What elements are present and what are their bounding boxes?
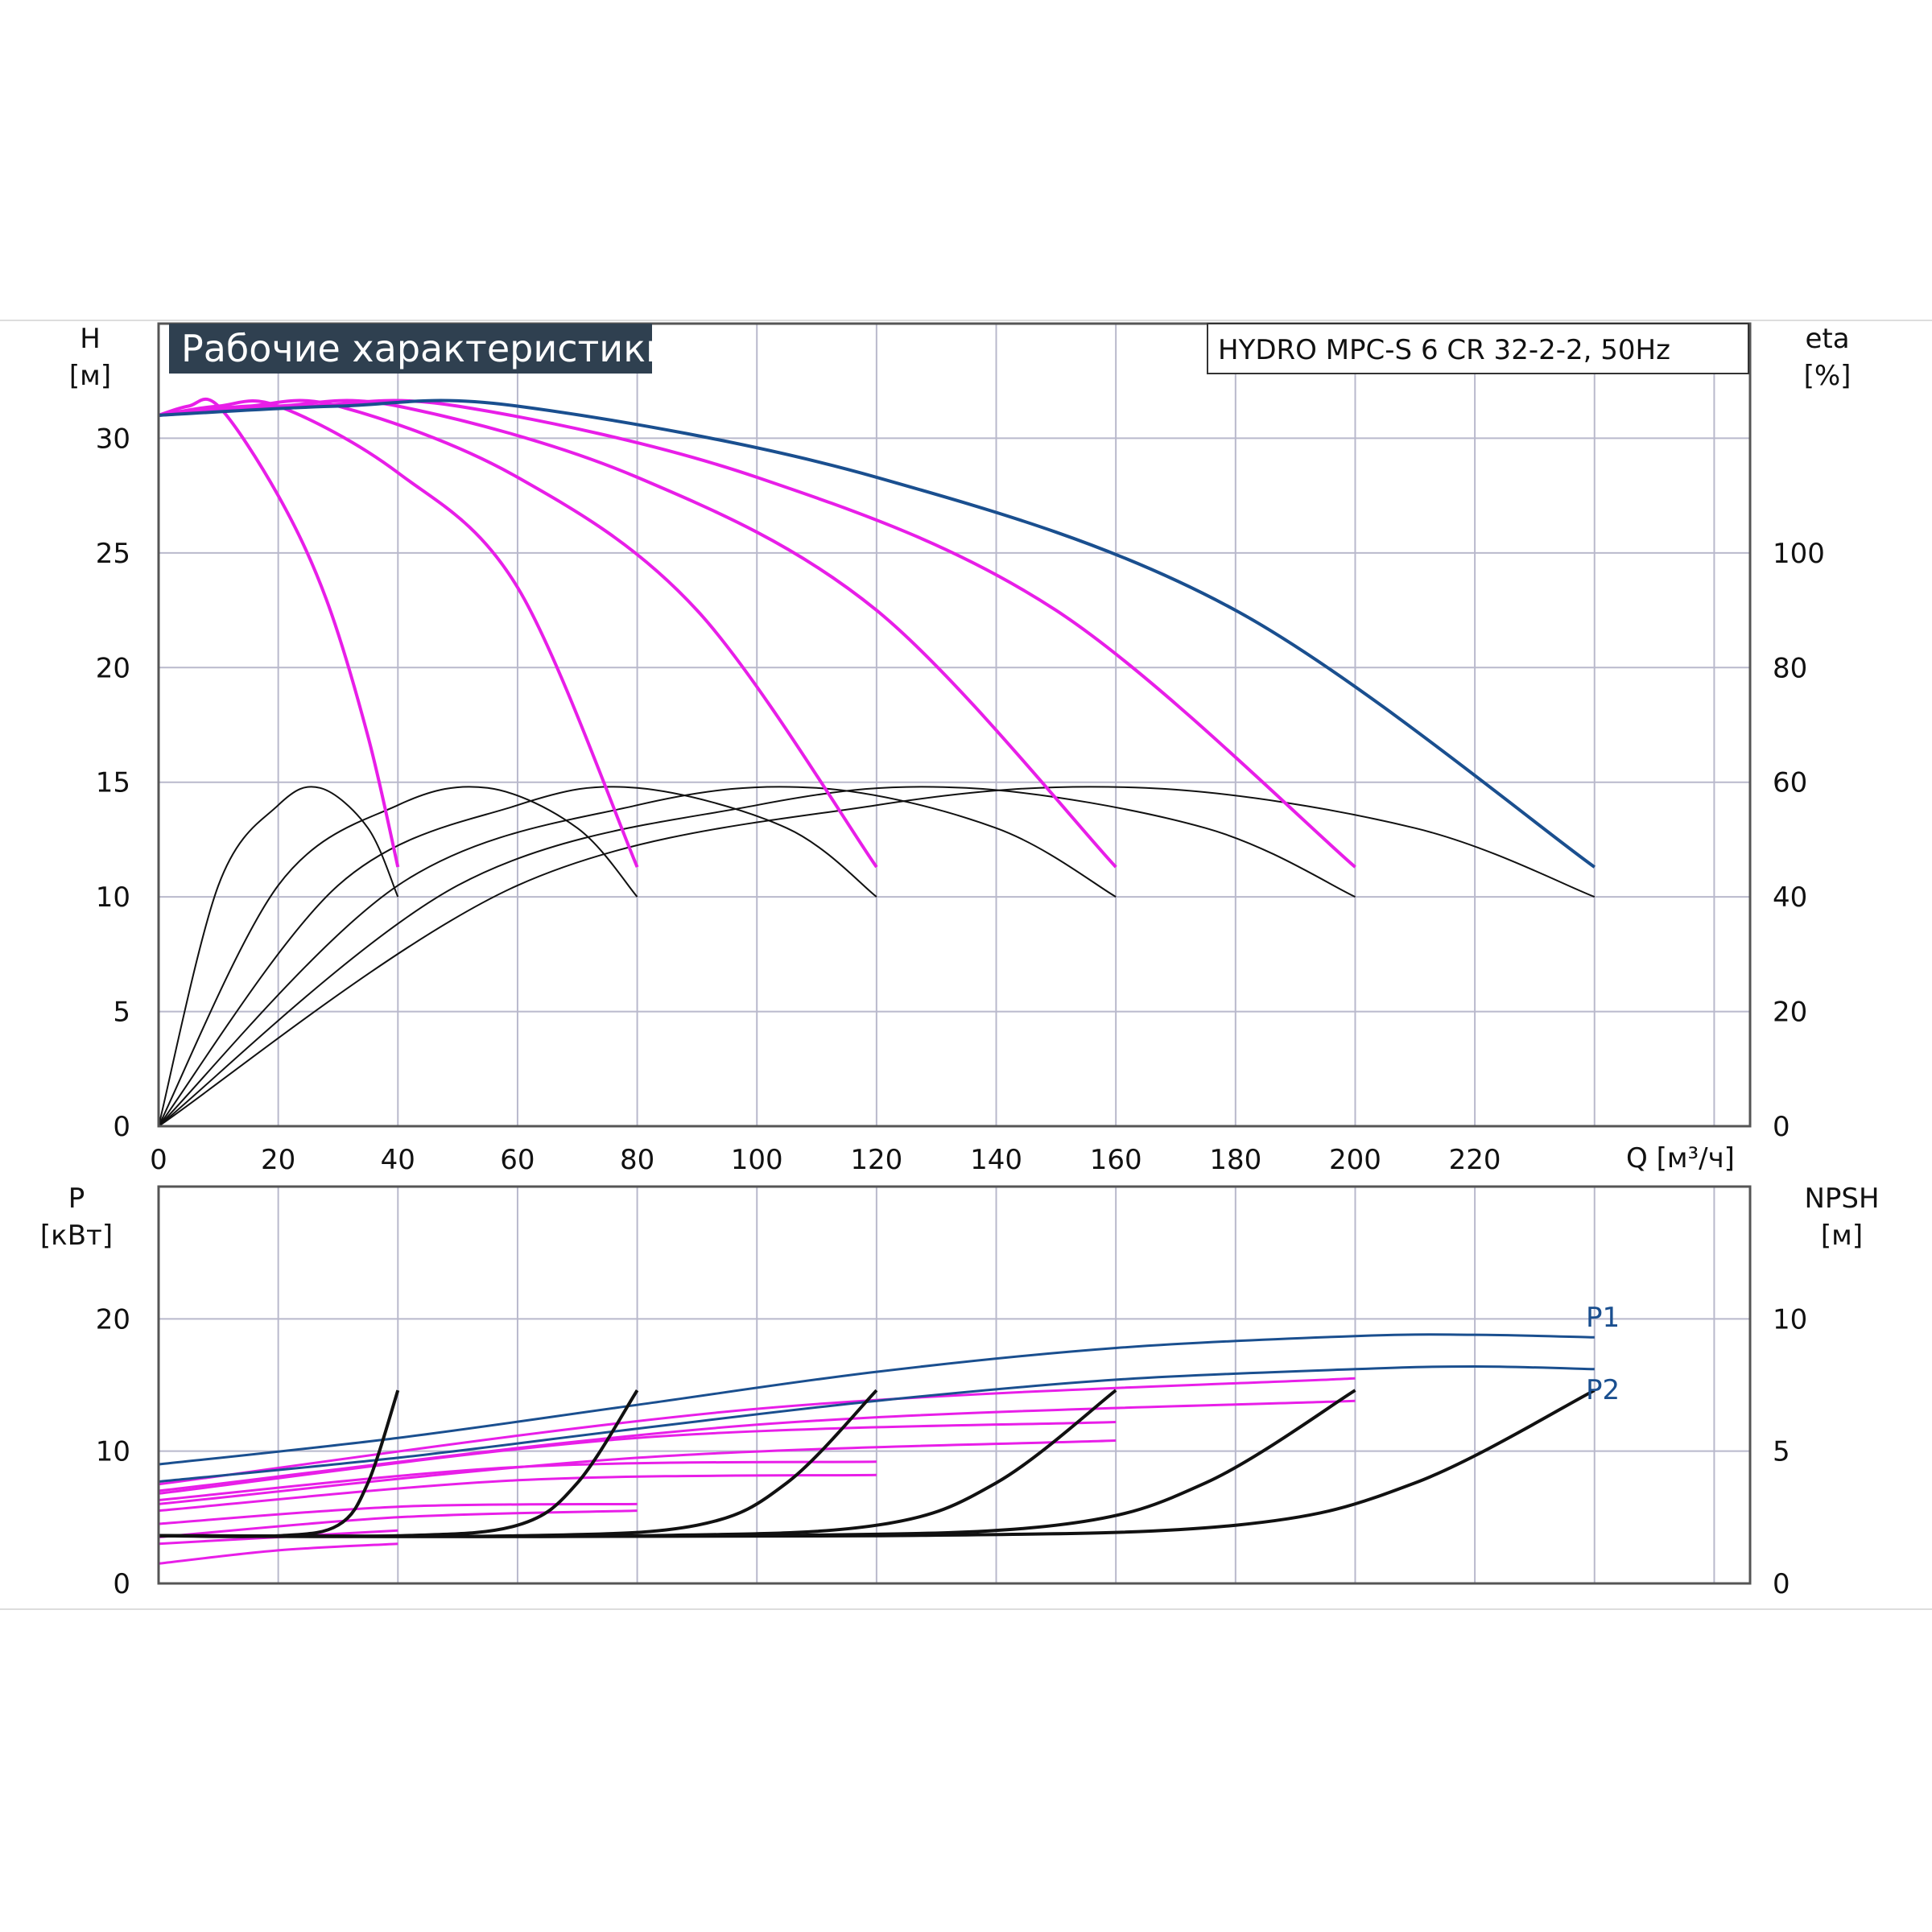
x-tick-label: 160	[1090, 1144, 1142, 1176]
efficiency-curve-5	[158, 786, 1356, 1127]
p1-curve-label: P1	[1586, 1302, 1620, 1334]
x-tick-label: 200	[1329, 1144, 1381, 1176]
x-tick-label: 120	[850, 1144, 902, 1176]
power-curve-p2	[158, 1364, 1595, 1483]
npsh-tick-label: 10	[1773, 1303, 1807, 1335]
efficiency-curve-4	[158, 786, 1117, 1127]
x-tick-label: 20	[261, 1144, 295, 1176]
power-chart-curves	[158, 1333, 1596, 1565]
p2-curve-label: P2	[1586, 1374, 1620, 1406]
flow-axis-label: Q [м³/ч]	[1626, 1142, 1735, 1174]
npsh-axis-unit: [м]	[1821, 1220, 1863, 1252]
x-tick-label: 0	[150, 1144, 167, 1176]
eta-tick-label: 80	[1773, 652, 1807, 684]
partial-power-curve-1	[158, 1542, 398, 1565]
x-tick-label: 180	[1209, 1144, 1261, 1176]
head-axis-label: H	[80, 323, 101, 355]
model-box	[1207, 323, 1749, 374]
partial-power-curve-3	[158, 1509, 638, 1538]
eta-tick-label: 60	[1773, 767, 1807, 799]
head-tick-label: 10	[96, 881, 130, 914]
chart-title: Рабочие характеристики	[181, 327, 670, 370]
partial-power-curve-7	[158, 1439, 1117, 1505]
power-tick-label: 20	[96, 1303, 130, 1335]
efficiency-curve-2	[158, 786, 638, 1127]
head-chart-curves	[158, 397, 1596, 1127]
npsh-axis-label: NPSH	[1804, 1183, 1879, 1215]
head-curve-1	[158, 397, 400, 868]
efficiency-curve-6	[158, 786, 1596, 1127]
head-axis-unit: [м]	[69, 360, 111, 392]
x-tick-label: 140	[970, 1144, 1022, 1176]
partial-power-curve-9	[158, 1399, 1356, 1492]
x-tick-label: 40	[381, 1144, 415, 1176]
npsh-tick-label: 5	[1773, 1436, 1790, 1468]
power-tick-label: 0	[113, 1568, 130, 1600]
eta-axis-unit: [%]	[1804, 360, 1852, 392]
head-curve-3	[158, 398, 878, 869]
partial-power-curve-4	[158, 1502, 638, 1525]
model-label: HYDRO MPC-S 6 CR 32-2-2, 50Hz	[1218, 334, 1670, 366]
chart-title-box	[169, 324, 652, 374]
efficiency-curve-1	[158, 786, 399, 1127]
eta-tick-label: 40	[1773, 881, 1807, 914]
npsh-curve-6	[158, 1389, 1596, 1538]
efficiency-curve-3	[158, 786, 877, 1127]
eta-tick-label: 20	[1773, 997, 1807, 1029]
x-tick-label: 220	[1449, 1144, 1501, 1176]
eta-tick-label: 100	[1773, 538, 1825, 570]
power-axis-unit: [кВт]	[40, 1220, 113, 1252]
head-chart-tick-labels: 0 20 40 60 80 100 120 140 160 180 200 2200510152025…	[96, 423, 1825, 1176]
head-tick-label: 20	[96, 652, 130, 684]
head-curve-6	[158, 398, 1596, 869]
head-tick-label: 5	[113, 997, 130, 1029]
eta-tick-label: 0	[1773, 1111, 1790, 1143]
x-tick-label: 100	[731, 1144, 783, 1176]
power-chart-tick-labels: 0 10 20 0 5 10	[96, 1303, 1808, 1600]
partial-power-curve-10	[158, 1377, 1356, 1486]
power-tick-label: 10	[96, 1436, 130, 1468]
head-curve-2	[158, 399, 639, 868]
power-curve-p1	[158, 1333, 1595, 1466]
head-chart-frame	[157, 322, 1752, 1128]
head-tick-label: 0	[113, 1111, 130, 1143]
partial-power-curve-5	[158, 1473, 877, 1513]
power-chart-frame	[157, 1185, 1752, 1585]
power-axis-label: P	[68, 1183, 85, 1215]
head-tick-label: 15	[96, 767, 130, 799]
x-tick-label: 60	[500, 1144, 535, 1176]
eta-axis-label: eta	[1805, 323, 1849, 355]
npsh-tick-label: 0	[1773, 1568, 1790, 1600]
x-tick-label: 80	[620, 1144, 654, 1176]
head-tick-label: 30	[96, 423, 130, 455]
partial-power-curve-8	[158, 1421, 1117, 1495]
head-tick-label: 25	[96, 538, 130, 570]
